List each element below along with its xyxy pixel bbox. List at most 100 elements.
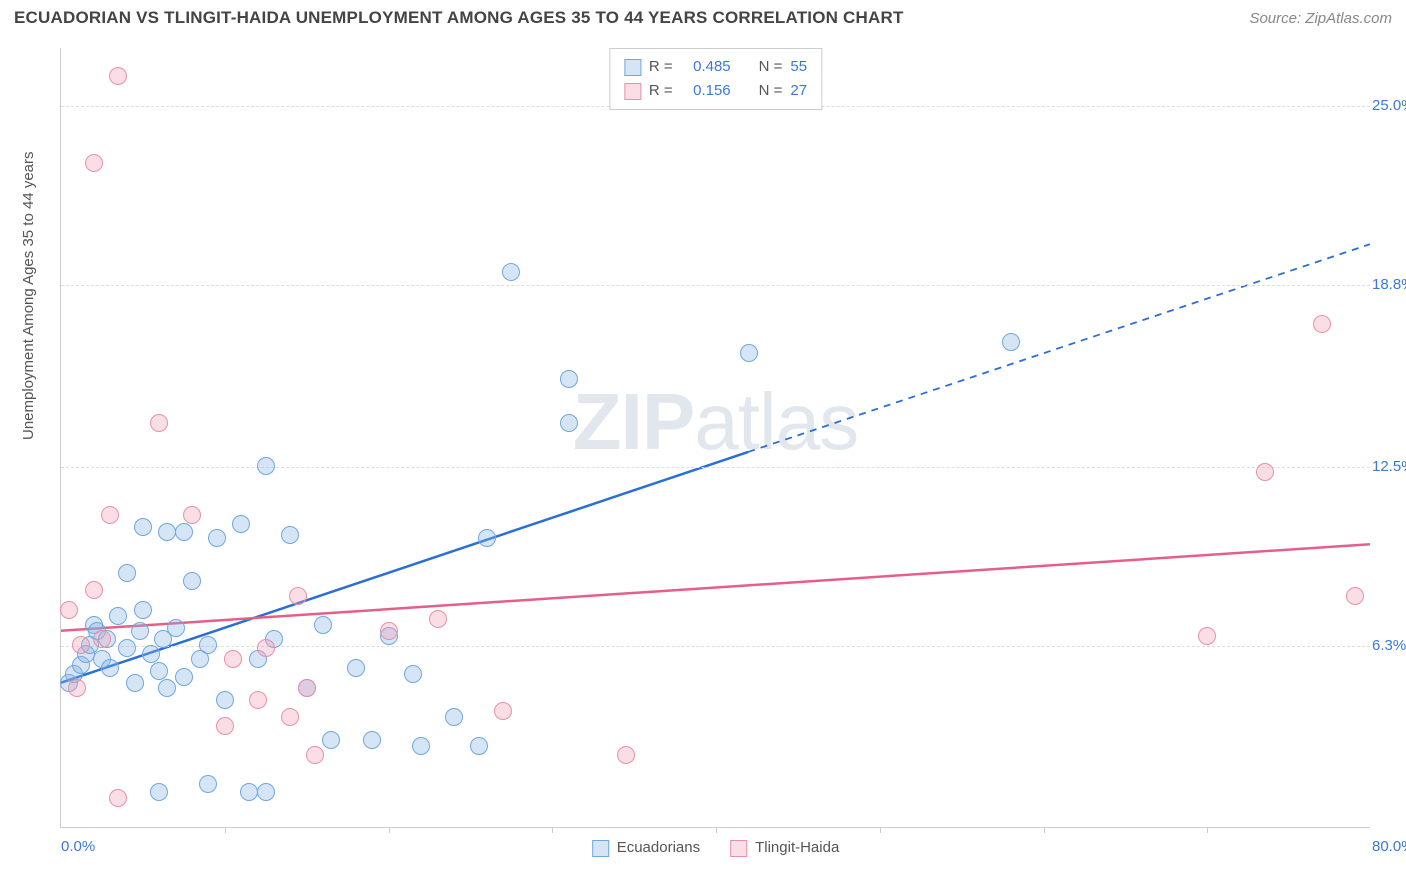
data-point [109, 67, 127, 85]
correlation-legend: R = 0.485 N = 55R = 0.156 N = 27 [609, 48, 822, 110]
x-axis-min-label: 0.0% [61, 838, 95, 855]
data-point [306, 746, 324, 764]
data-point [363, 731, 381, 749]
grid-line [61, 285, 1370, 286]
data-point [281, 708, 299, 726]
data-point [199, 636, 217, 654]
data-point [208, 529, 226, 547]
data-point [85, 581, 103, 599]
data-point [142, 645, 160, 663]
data-point [257, 639, 275, 657]
data-point [216, 717, 234, 735]
data-point [224, 650, 242, 668]
watermark: ZIPatlas [573, 376, 858, 468]
data-point [1313, 315, 1331, 333]
chart-title: ECUADORIAN VS TLINGIT-HAIDA UNEMPLOYMENT… [14, 8, 904, 28]
x-tick [880, 827, 881, 833]
data-point [60, 601, 78, 619]
legend-item: Tlingit-Haida [730, 839, 839, 857]
legend-n-label: N = [759, 55, 783, 79]
data-point [183, 506, 201, 524]
x-tick [389, 827, 390, 833]
y-tick-label: 12.5% [1372, 458, 1406, 475]
legend-swatch [624, 83, 641, 100]
data-point [131, 622, 149, 640]
data-point [109, 607, 127, 625]
x-tick [1207, 827, 1208, 833]
legend-swatch [624, 59, 641, 76]
data-point [314, 616, 332, 634]
data-point [101, 506, 119, 524]
trend-lines [61, 48, 1370, 827]
data-point [118, 564, 136, 582]
legend-swatch [592, 840, 609, 857]
series-legend: Ecuadorians Tlingit-Haida [592, 839, 840, 857]
legend-r-label: R = [649, 79, 673, 103]
data-point [429, 610, 447, 628]
data-point [1198, 627, 1216, 645]
data-point [216, 691, 234, 709]
legend-n-value: 55 [790, 55, 807, 79]
legend-n-value: 27 [790, 79, 807, 103]
data-point [158, 523, 176, 541]
data-point [1346, 587, 1364, 605]
data-point [150, 783, 168, 801]
y-tick-label: 18.8% [1372, 276, 1406, 293]
data-point [560, 370, 578, 388]
data-point [298, 679, 316, 697]
data-point [249, 691, 267, 709]
data-point [85, 154, 103, 172]
data-point [199, 775, 217, 793]
data-point [68, 679, 86, 697]
source-label: Source: ZipAtlas.com [1249, 10, 1392, 27]
data-point [257, 783, 275, 801]
data-point [240, 783, 258, 801]
data-point [158, 679, 176, 697]
y-tick-label: 6.3% [1372, 637, 1406, 654]
y-tick-label: 25.0% [1372, 97, 1406, 114]
data-point [404, 665, 422, 683]
data-point [740, 344, 758, 362]
legend-series-name: Tlingit-Haida [755, 839, 839, 856]
legend-r-value: 0.156 [681, 79, 731, 103]
data-point [93, 630, 111, 648]
legend-row: R =0.485N =55 [624, 55, 807, 79]
x-tick [225, 827, 226, 833]
data-point [150, 662, 168, 680]
data-point [134, 601, 152, 619]
data-point [134, 518, 152, 536]
x-tick [716, 827, 717, 833]
data-point [126, 674, 144, 692]
legend-n-label: N = [759, 79, 783, 103]
data-point [494, 702, 512, 720]
data-point [380, 622, 398, 640]
x-tick [552, 827, 553, 833]
data-point [118, 639, 136, 657]
data-point [502, 263, 520, 281]
data-point [101, 659, 119, 677]
data-point [257, 457, 275, 475]
data-point [445, 708, 463, 726]
x-tick [1044, 827, 1045, 833]
data-point [281, 526, 299, 544]
data-point [175, 523, 193, 541]
data-point [478, 529, 496, 547]
data-point [470, 737, 488, 755]
legend-series-name: Ecuadorians [617, 839, 700, 856]
x-axis-max-label: 80.0% [1372, 838, 1406, 855]
data-point [183, 572, 201, 590]
data-point [167, 619, 185, 637]
data-point [1002, 333, 1020, 351]
y-axis-label: Unemployment Among Ages 35 to 44 years [20, 151, 37, 440]
data-point [617, 746, 635, 764]
legend-row: R = 0.156 N = 27 [624, 79, 807, 103]
legend-r-value: 0.485 [681, 55, 731, 79]
plot-area: ZIPatlas R =0.485N =55R =0.156N =27 0.0%… [60, 48, 1370, 828]
data-point [322, 731, 340, 749]
data-point [347, 659, 365, 677]
data-point [175, 668, 193, 686]
data-point [150, 414, 168, 432]
data-point [289, 587, 307, 605]
data-point [560, 414, 578, 432]
data-point [109, 789, 127, 807]
